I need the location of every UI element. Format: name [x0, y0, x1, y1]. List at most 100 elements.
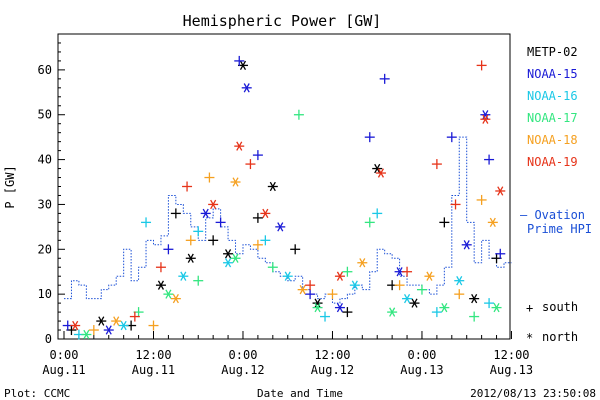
data-point	[394, 280, 405, 291]
y-tick-label: 60	[38, 63, 52, 77]
data-point	[424, 271, 435, 281]
y-tick-label: 0	[45, 332, 52, 346]
data-point	[267, 262, 278, 273]
data-point	[163, 289, 174, 299]
data-point	[342, 307, 353, 318]
south-marker-label: south	[542, 300, 578, 314]
data-point	[252, 150, 263, 161]
data-point	[372, 208, 383, 219]
data-point	[487, 217, 498, 228]
y-tick-label: 10	[38, 287, 52, 301]
data-point	[334, 302, 345, 313]
data-point	[163, 244, 174, 255]
data-point	[241, 83, 252, 93]
data-point	[290, 244, 301, 255]
data-point	[141, 217, 152, 228]
data-point	[182, 181, 193, 192]
data-point	[375, 168, 386, 178]
data-point	[234, 55, 245, 66]
data-point	[230, 253, 241, 263]
data-point	[129, 311, 140, 322]
data-point	[200, 208, 211, 219]
data-point	[111, 316, 122, 326]
data-point	[364, 132, 375, 143]
y-tick-label: 20	[38, 242, 52, 256]
data-point	[480, 110, 491, 120]
legend-item: NOAA-15	[527, 67, 578, 81]
legend: METP-02 NOAA-15 NOAA-16 NOAA-17 NOAA-18 NOAA-…	[527, 45, 578, 169]
y-tick-label: 30	[38, 197, 52, 211]
data-point	[402, 293, 413, 304]
data-point	[416, 284, 427, 295]
data-point	[208, 235, 219, 246]
data-point	[454, 289, 465, 300]
data-point	[170, 208, 181, 219]
data-point	[275, 222, 286, 232]
legend-item: METP-02	[527, 45, 578, 59]
data-point	[148, 320, 159, 331]
data-point	[469, 293, 480, 304]
data-point	[208, 199, 219, 210]
y-tick-label: 40	[38, 153, 52, 167]
x-tick-date: Aug.12	[221, 363, 264, 377]
data-point	[439, 217, 450, 228]
data-point	[431, 307, 442, 318]
x-tick-time: 0:00	[229, 348, 258, 362]
data-point	[484, 298, 495, 309]
x-tick-time: 12:00	[314, 348, 350, 362]
data-point	[185, 253, 196, 263]
data-point	[193, 275, 204, 286]
x-tick-time: 12:00	[493, 348, 529, 362]
data-point	[476, 194, 487, 205]
data-point	[461, 240, 472, 250]
data-point	[379, 73, 390, 84]
data-point	[327, 289, 338, 300]
ovation-label-line1: — Ovation	[520, 208, 585, 222]
legend-item: NOAA-18	[527, 133, 578, 147]
data-point	[372, 163, 383, 174]
data-point	[431, 159, 442, 170]
data-point	[223, 258, 234, 268]
x-tick-time: 0:00	[50, 348, 79, 362]
data-point	[293, 109, 304, 120]
data-point	[387, 307, 398, 317]
data-point	[260, 235, 271, 246]
data-point	[193, 226, 204, 237]
chart-title: Hemispheric Power [GW]	[183, 12, 382, 30]
data-point	[484, 154, 495, 165]
data-point	[491, 302, 502, 313]
footer-right: 2012/08/13 23:50:08	[470, 387, 596, 400]
data-point	[234, 141, 245, 151]
data-point	[320, 311, 331, 322]
data-point	[364, 217, 375, 228]
footer-left: Plot: CCMC	[4, 387, 70, 400]
data-point	[170, 293, 181, 304]
data-point	[495, 248, 506, 259]
data-point	[476, 60, 487, 71]
data-point	[349, 280, 360, 290]
x-tick-time: 12:00	[135, 348, 171, 362]
data-point	[230, 177, 241, 187]
data-point	[223, 249, 234, 259]
data-point	[450, 199, 461, 210]
x-axis-label: Date and Time	[257, 387, 343, 400]
data-point	[118, 320, 129, 331]
data-point	[282, 271, 293, 281]
data-point	[155, 280, 166, 290]
data-point	[454, 276, 465, 286]
ovation-label-line2: Prime HPI	[527, 222, 592, 236]
data-point	[495, 186, 506, 196]
north-marker-symbol: *	[526, 331, 533, 345]
plot-frame	[57, 33, 511, 340]
x-tick-date: Aug.13	[490, 363, 533, 377]
data-point	[409, 298, 420, 308]
data-point	[245, 159, 256, 170]
data-point	[357, 258, 368, 268]
x-axis-ticks: 0:00Aug.1112:00Aug.110:00Aug.1212:00Aug.…	[42, 331, 533, 377]
data-point	[480, 114, 491, 124]
data-point	[185, 235, 196, 246]
data-point	[70, 320, 81, 331]
data-point	[305, 289, 316, 300]
y-axis-label: P [GW]	[3, 165, 17, 208]
data-points	[62, 55, 506, 340]
